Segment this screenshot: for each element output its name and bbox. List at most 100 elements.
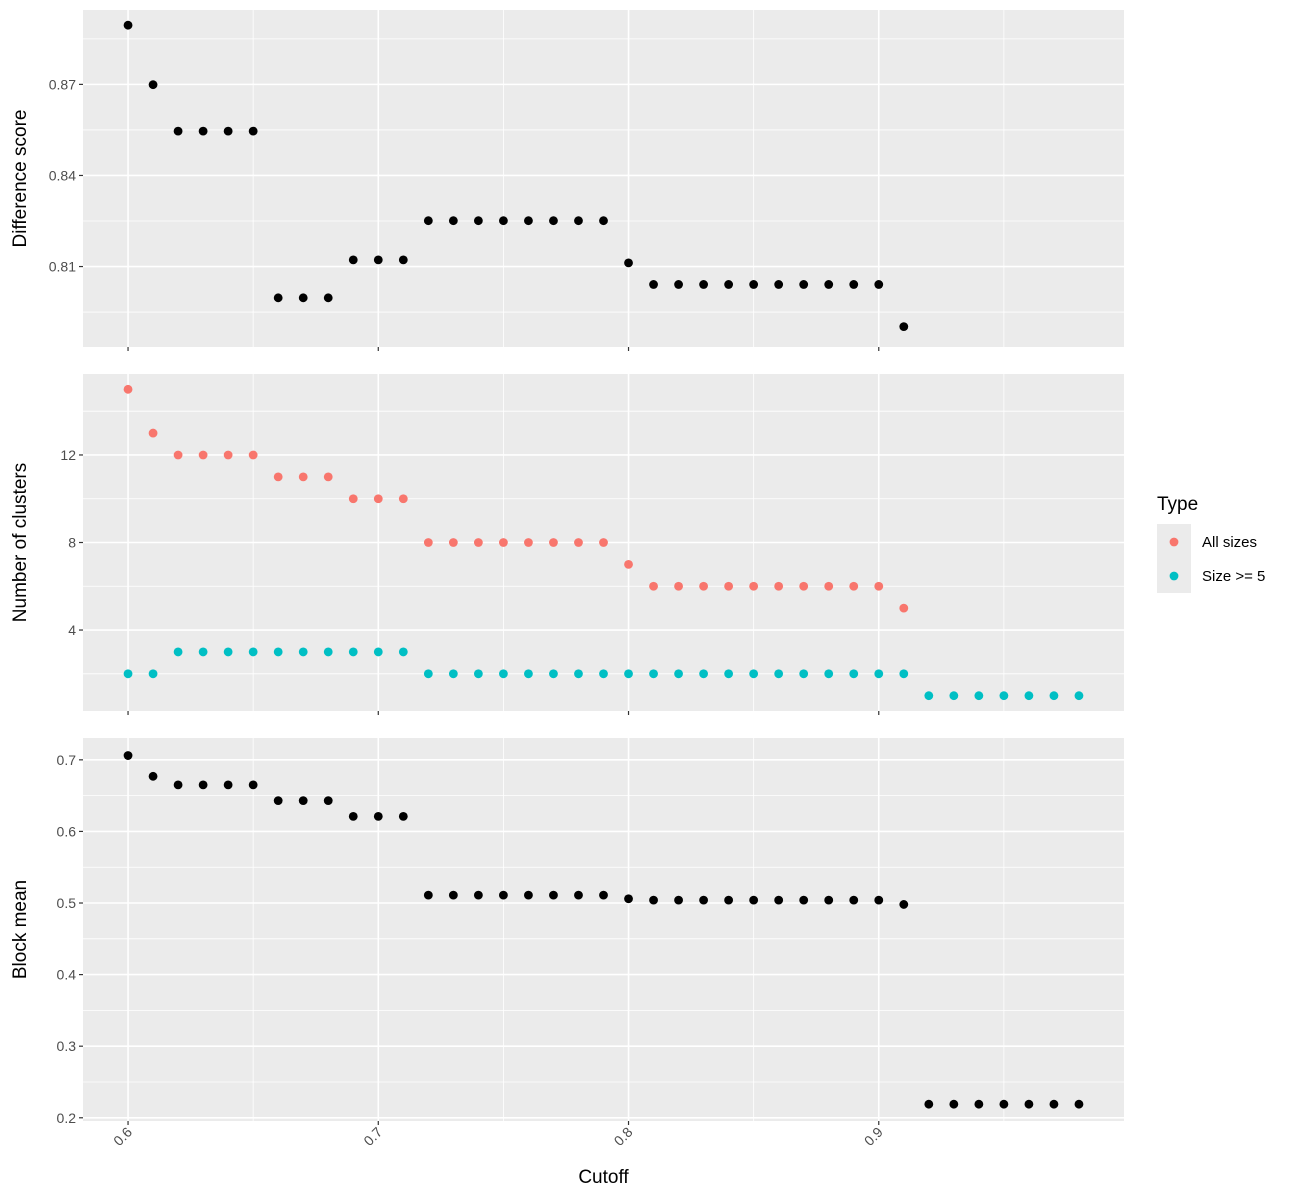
data-point bbox=[974, 1099, 984, 1109]
data-point bbox=[749, 895, 759, 905]
y-tick-label: 0.6 bbox=[57, 823, 77, 839]
data-point bbox=[624, 669, 633, 679]
data-point bbox=[499, 538, 508, 547]
data-point bbox=[524, 890, 533, 900]
data-point bbox=[123, 20, 133, 30]
data-point bbox=[574, 669, 583, 679]
data-point bbox=[599, 216, 608, 226]
data-point bbox=[774, 581, 784, 591]
data-point bbox=[223, 647, 233, 657]
data-point bbox=[699, 669, 708, 679]
data-point bbox=[1024, 1099, 1034, 1109]
data-point bbox=[824, 669, 834, 679]
data-point bbox=[549, 890, 558, 900]
data-point bbox=[348, 811, 358, 821]
data-point bbox=[473, 669, 483, 679]
y-axis-title: Number of clusters bbox=[10, 463, 31, 622]
data-point bbox=[298, 293, 308, 303]
data-point bbox=[1074, 1099, 1084, 1109]
data-point bbox=[499, 890, 508, 900]
data-point bbox=[423, 890, 433, 900]
x-tick-label: 0.6 bbox=[110, 1124, 135, 1149]
y-axis-title: Difference score bbox=[10, 110, 31, 248]
data-point bbox=[674, 581, 683, 591]
data-point bbox=[223, 450, 233, 460]
data-point bbox=[173, 647, 183, 657]
data-point bbox=[448, 216, 458, 226]
data-point bbox=[323, 293, 333, 303]
data-point bbox=[323, 796, 333, 806]
data-point bbox=[899, 322, 909, 332]
legend-key-all-sizes bbox=[1169, 537, 1179, 547]
data-point bbox=[223, 780, 233, 790]
data-point bbox=[198, 780, 208, 790]
data-point bbox=[799, 280, 809, 289]
legend-label-size-5: Size >= 5 bbox=[1202, 568, 1265, 585]
data-point bbox=[173, 450, 183, 460]
data-point bbox=[924, 691, 934, 701]
data-point bbox=[448, 890, 458, 900]
panel-block-mean: 0.2 0.3 0.4 0.5 0.6 0.7 Block mean bbox=[10, 738, 1124, 1126]
data-point bbox=[1024, 691, 1034, 701]
data-point bbox=[448, 538, 458, 547]
data-point bbox=[198, 450, 208, 460]
data-point bbox=[398, 494, 408, 504]
data-point bbox=[373, 255, 383, 265]
series-all-sizes bbox=[123, 384, 909, 613]
data-point bbox=[699, 280, 708, 289]
data-point bbox=[173, 780, 183, 790]
series-points bbox=[123, 751, 1084, 1109]
data-point bbox=[724, 581, 734, 591]
data-point bbox=[123, 751, 133, 760]
data-point bbox=[549, 538, 558, 547]
data-point bbox=[273, 472, 283, 482]
data-point bbox=[974, 691, 984, 701]
data-point bbox=[473, 538, 483, 547]
panel-difference-score: 0.81 0.84 0.87 Difference score bbox=[10, 10, 1124, 351]
y-tick-label: 0.87 bbox=[49, 76, 76, 92]
y-tick-label: 0.81 bbox=[49, 259, 76, 275]
data-point bbox=[724, 895, 734, 905]
data-point bbox=[549, 669, 558, 679]
legend-key-size-5 bbox=[1169, 571, 1179, 581]
data-point bbox=[999, 1099, 1009, 1109]
data-point bbox=[574, 538, 583, 547]
legend-title: Type bbox=[1157, 494, 1198, 515]
data-point bbox=[799, 895, 809, 905]
data-point bbox=[899, 669, 909, 679]
data-point bbox=[824, 895, 834, 905]
data-point bbox=[248, 780, 258, 790]
data-point bbox=[348, 647, 358, 657]
y-axis-title: Block mean bbox=[10, 880, 31, 979]
data-point bbox=[549, 216, 558, 226]
data-point bbox=[123, 384, 133, 394]
data-point bbox=[298, 796, 308, 806]
data-point bbox=[874, 581, 884, 591]
data-point bbox=[924, 1099, 934, 1109]
data-point bbox=[874, 280, 884, 289]
data-point bbox=[699, 895, 708, 905]
data-point bbox=[1049, 1099, 1059, 1109]
data-point bbox=[774, 669, 784, 679]
data-point bbox=[849, 280, 859, 289]
data-point bbox=[649, 895, 658, 905]
legend: Type All sizes Size >= 5 bbox=[1157, 494, 1265, 593]
data-point bbox=[649, 669, 658, 679]
data-point bbox=[323, 472, 333, 482]
data-point bbox=[1074, 691, 1084, 701]
data-point bbox=[599, 890, 608, 900]
data-point bbox=[198, 126, 208, 136]
y-tick-label: 8 bbox=[68, 535, 76, 551]
data-point bbox=[373, 494, 383, 504]
data-point bbox=[874, 669, 884, 679]
data-point bbox=[423, 216, 433, 226]
data-point bbox=[874, 895, 884, 905]
data-point bbox=[323, 647, 333, 657]
panel-background bbox=[83, 738, 1124, 1121]
data-point bbox=[824, 581, 834, 591]
data-point bbox=[624, 894, 633, 904]
data-point bbox=[473, 216, 483, 226]
data-point bbox=[148, 80, 158, 90]
data-point bbox=[849, 669, 859, 679]
y-tick-label: 0.2 bbox=[57, 1110, 77, 1126]
